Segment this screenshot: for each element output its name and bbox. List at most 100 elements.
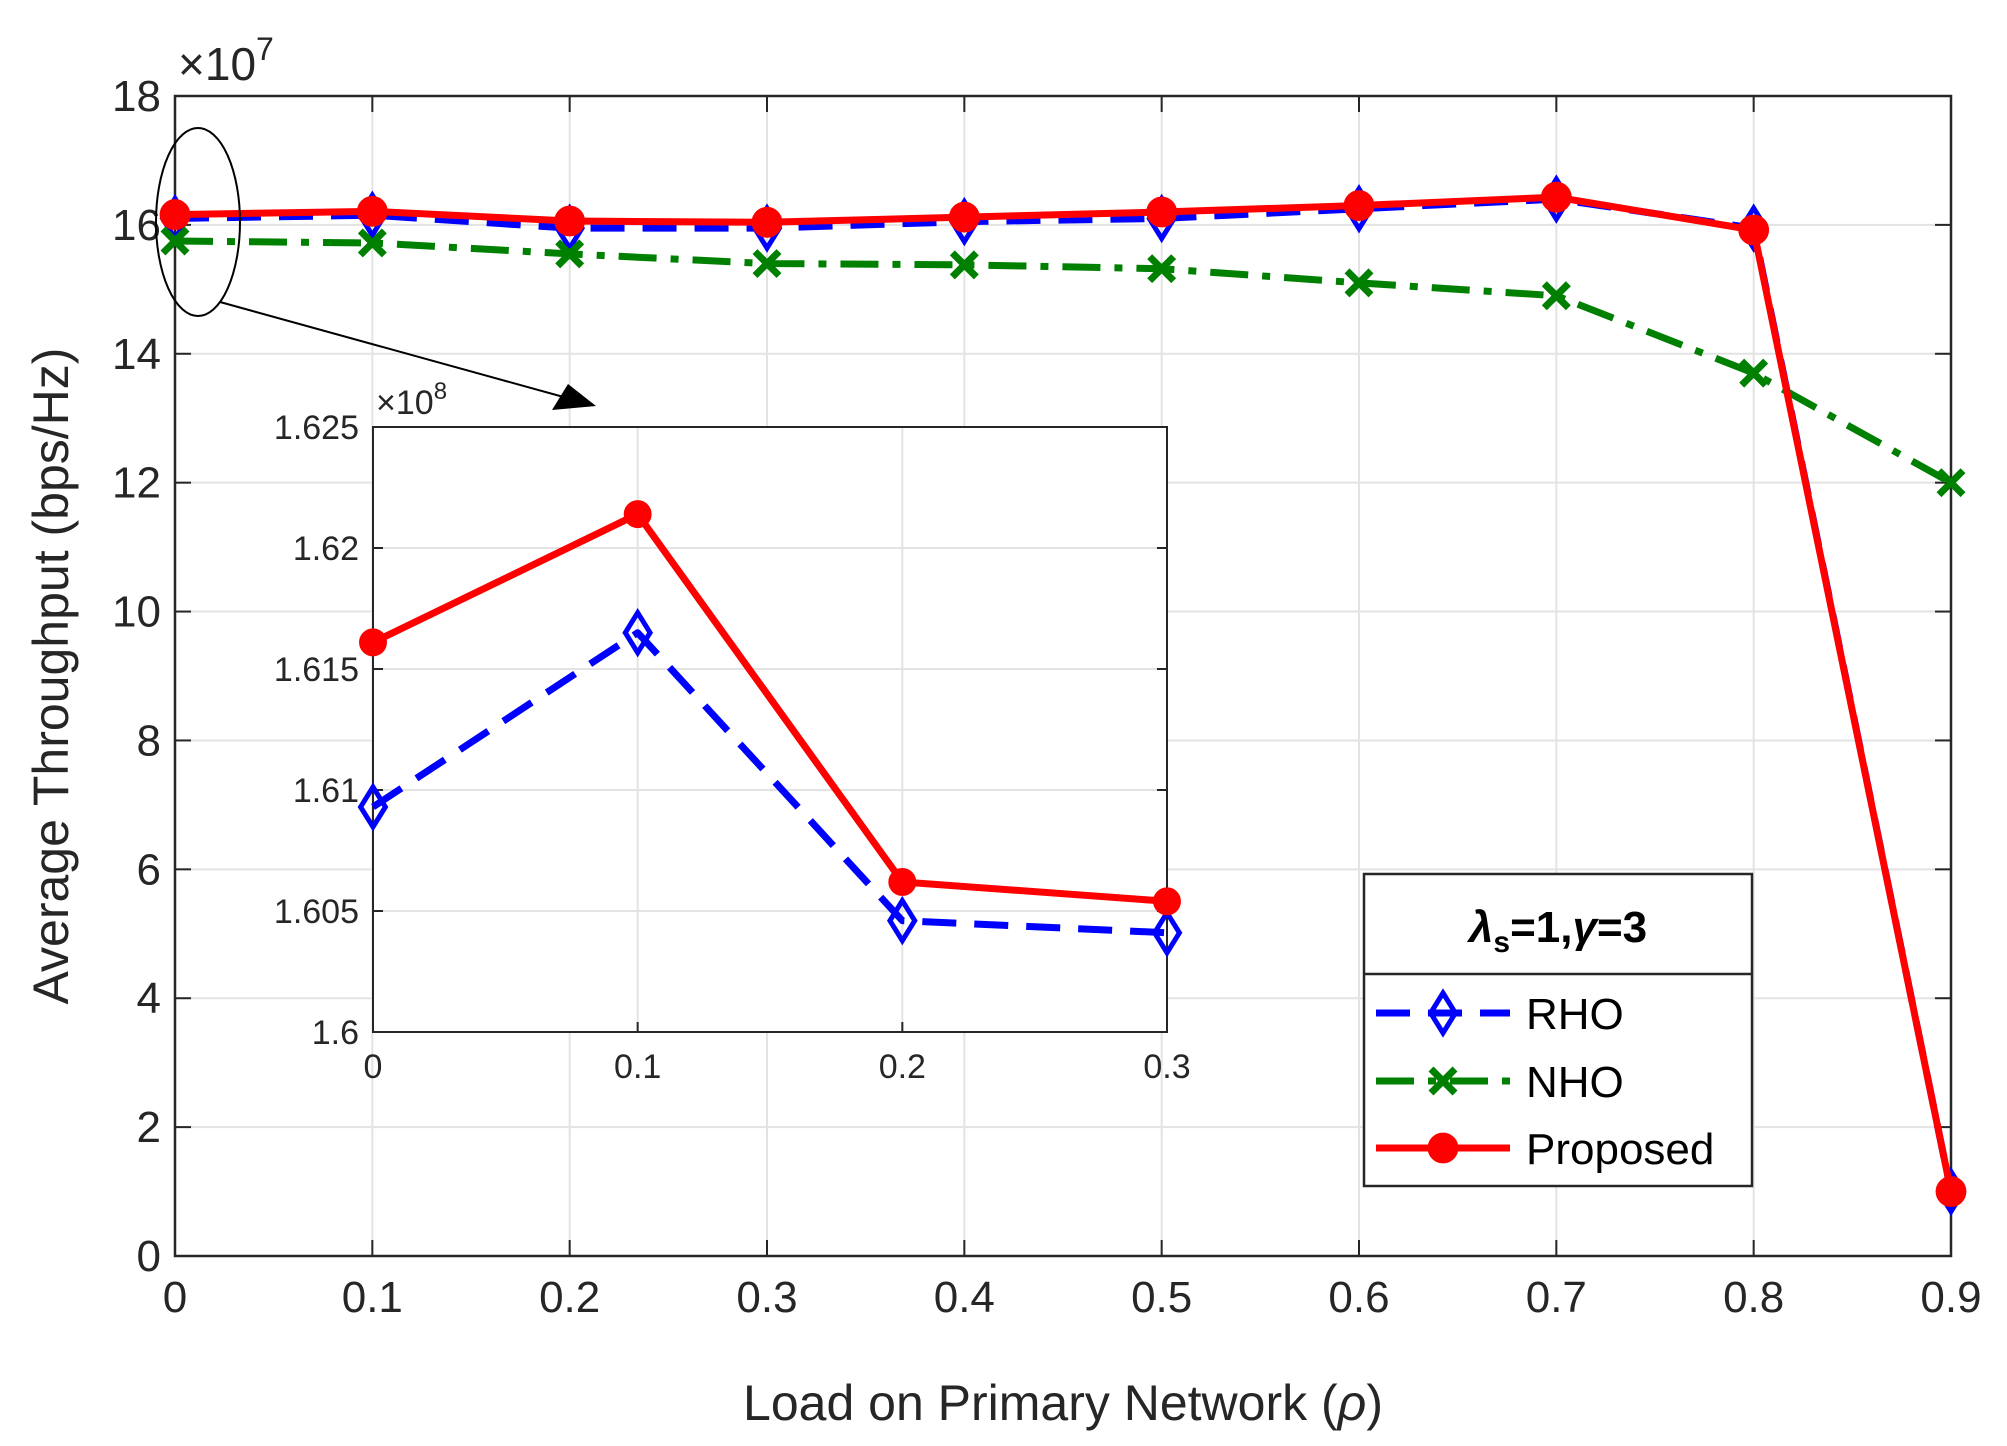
main-xtick-label-9: 0.9 xyxy=(1920,1273,1981,1322)
point-nho-5 xyxy=(1147,254,1177,284)
legend-entry-proposed: Proposed xyxy=(1376,1125,1714,1174)
main-axes-frame xyxy=(173,94,1953,1258)
inset-point-rho-1 xyxy=(622,607,654,658)
legend-entry-rho: RHO xyxy=(1376,988,1624,1039)
legend-box xyxy=(1362,872,1754,1188)
x-axis-label: Load on Primary Network (ρ) xyxy=(743,1375,1383,1431)
main-ytick-label-7: 14 xyxy=(112,330,161,379)
x-axis-label-text: Load on Primary Network ( xyxy=(743,1375,1338,1431)
point-nho-1 xyxy=(357,228,387,258)
main-xtick-label-7: 0.7 xyxy=(1526,1273,1587,1322)
legend-label-rho: RHO xyxy=(1526,990,1624,1039)
y-multiplier-base: 10 xyxy=(205,38,256,90)
point-nho-4 xyxy=(949,250,979,280)
inset-ytick-label-3: 1.615 xyxy=(274,651,359,689)
inset-ytick-label-5: 1.625 xyxy=(274,409,359,447)
legend-title-sub: s xyxy=(1493,926,1510,959)
legend: λs=1,γ=3 RHO NHO Proposed xyxy=(1362,872,1754,1188)
point-nho-3 xyxy=(752,249,782,279)
main-ytick-label-6: 12 xyxy=(112,459,161,508)
point-proposed-9 xyxy=(1935,1176,1967,1207)
point-nho-0 xyxy=(160,226,190,256)
legend-marker-proposed xyxy=(1427,1132,1459,1164)
inset-series xyxy=(357,500,1183,958)
legend-label-nho: NHO xyxy=(1526,1058,1624,1107)
inset-point-proposed-2 xyxy=(888,868,917,896)
inset-point-proposed-3 xyxy=(1153,887,1181,916)
inset-ytick-label-1: 1.605 xyxy=(274,893,359,931)
main-xtick-label-8: 0.8 xyxy=(1723,1273,1784,1322)
series-line-nho xyxy=(174,237,1953,486)
legend-title-end: =3 xyxy=(1597,903,1647,952)
inset-point-proposed-1 xyxy=(623,500,652,529)
series-line-proposed xyxy=(174,193,1955,1193)
zoom-ellipse xyxy=(155,127,241,317)
point-proposed-2 xyxy=(554,205,586,237)
inset-y-multiplier-times: × xyxy=(376,384,396,422)
point-proposed-4 xyxy=(948,201,980,233)
legend-title-lambda: λ xyxy=(1467,903,1493,952)
point-proposed-1 xyxy=(356,195,388,227)
legend-label-proposed: Proposed xyxy=(1526,1125,1714,1174)
main-xtick-label-6: 0.6 xyxy=(1328,1273,1389,1322)
y-multiplier-times: × xyxy=(178,38,205,90)
inset-ytick-label-0: 1.6 xyxy=(312,1014,359,1052)
main-tick-labels: 0 0.1 0.2 0.3 0.4 0.5 0.6 0.7 0.8 0.9024681012141… xyxy=(112,72,1982,1322)
inset-axes-frame xyxy=(372,426,1168,1033)
inset-line-proposed xyxy=(371,510,1168,905)
inset-ytick-label-4: 1.62 xyxy=(293,530,359,568)
main-xtick-label-3: 0.3 xyxy=(736,1273,797,1322)
y-multiplier: ×107 xyxy=(178,31,274,90)
point-nho-8 xyxy=(1739,358,1769,388)
inset-y-multiplier: ×108 xyxy=(376,378,447,422)
inset-ytick-label-2: 1.61 xyxy=(293,772,359,810)
inset-point-proposed-0 xyxy=(359,628,387,657)
point-proposed-6 xyxy=(1343,190,1375,221)
legend-title-rest: =1, xyxy=(1510,903,1572,952)
main-ytick-label-0: 0 xyxy=(137,1232,161,1281)
point-proposed-8 xyxy=(1738,214,1770,246)
x-axis-label-symbol: ρ xyxy=(1336,1375,1367,1431)
inset-line-rho xyxy=(371,629,1168,937)
inset-point-rho-0 xyxy=(357,782,389,832)
zoom-arrow-head xyxy=(552,384,596,410)
inset-y-multiplier-exp: 8 xyxy=(434,378,447,405)
point-proposed-3 xyxy=(751,206,783,238)
y-multiplier-exp: 7 xyxy=(256,31,274,67)
legend-title: λs=1,γ=3 xyxy=(1467,903,1647,959)
main-xtick-label-2: 0.2 xyxy=(539,1273,600,1322)
inset-series-proposed xyxy=(359,500,1181,916)
inset-y-multiplier-base: 10 xyxy=(396,384,434,422)
zoom-arrow-line xyxy=(219,301,579,402)
inset-series-rho xyxy=(357,607,1183,958)
point-proposed-7 xyxy=(1540,181,1572,213)
main-xtick-label-0: 0 xyxy=(163,1273,187,1322)
x-axis-label-close: ) xyxy=(1366,1375,1383,1431)
point-proposed-5 xyxy=(1146,196,1178,228)
main-xtick-label-4: 0.4 xyxy=(934,1273,995,1322)
point-nho-7 xyxy=(1541,281,1571,311)
inset-xtick-label-1: 0.1 xyxy=(614,1048,661,1086)
inset-point-rho-2 xyxy=(886,895,918,946)
series-proposed xyxy=(159,181,1967,1207)
series-nho xyxy=(160,226,1966,498)
main-xtick-label-1: 0.1 xyxy=(342,1273,403,1322)
inset-plot-area xyxy=(373,427,1167,1032)
main-series xyxy=(159,174,1967,1217)
point-nho-6 xyxy=(1344,268,1374,298)
inset-xtick-label-0: 0 xyxy=(364,1048,383,1086)
y-axis-label: Average Throughput (bps/Hz) xyxy=(23,348,79,1005)
main-ytick-label-1: 2 xyxy=(137,1103,161,1152)
point-proposed-0 xyxy=(159,199,191,230)
legend-entries: RHO NHO Proposed xyxy=(1376,988,1714,1174)
legend-marker-rho xyxy=(1427,988,1459,1038)
point-nho-9 xyxy=(1936,468,1966,498)
main-ytick-label-5: 10 xyxy=(112,588,161,637)
legend-title-gamma: γ xyxy=(1572,903,1599,952)
inset-xtick-label-3: 0.3 xyxy=(1143,1048,1190,1086)
inset-point-rho-3 xyxy=(1151,908,1183,958)
main-xtick-label-5: 0.5 xyxy=(1131,1273,1192,1322)
inset-tick-labels: 0 0.1 0.2 0.3 1.6 1.605 1.61 1.615 1.62 1.625 xyxy=(274,409,1191,1086)
main-ytick-label-2: 4 xyxy=(137,974,161,1023)
